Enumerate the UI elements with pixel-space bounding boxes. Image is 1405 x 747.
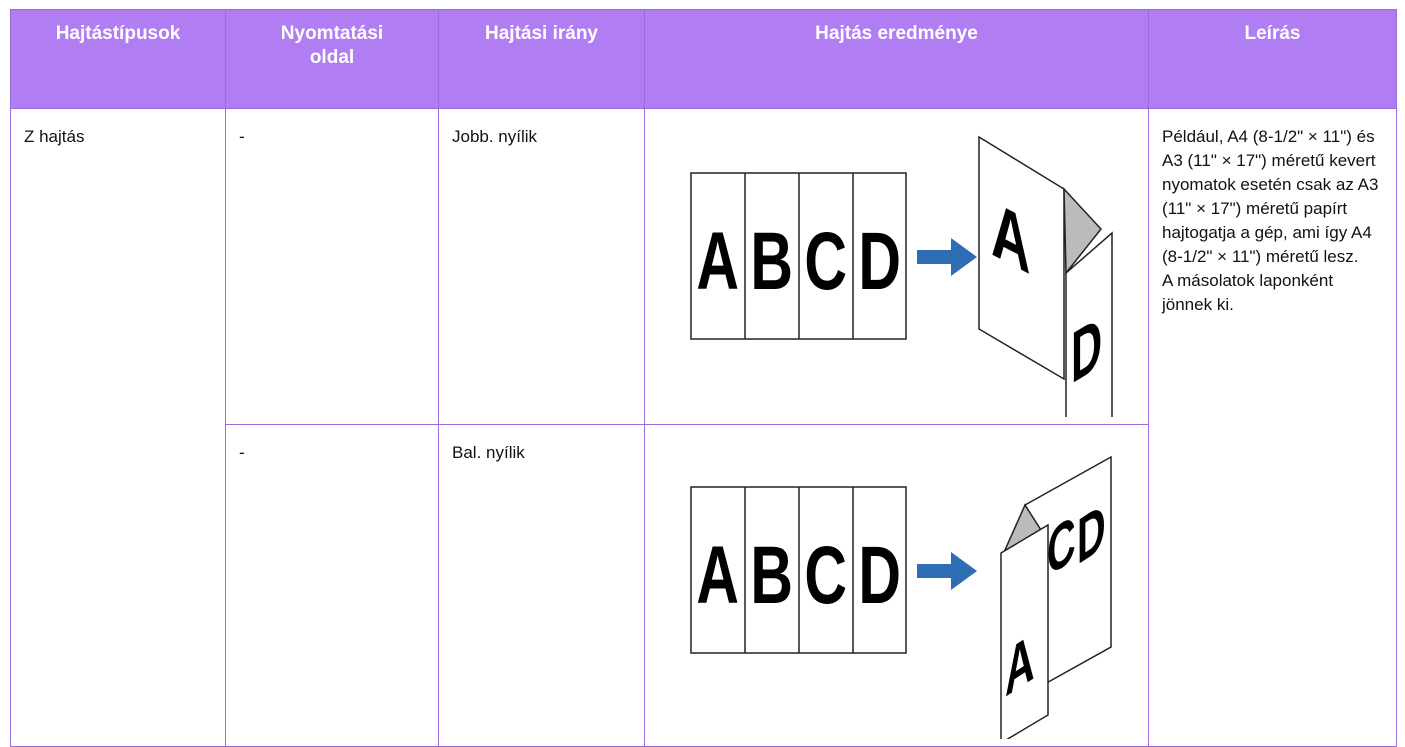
- row: Z hajtás - Jobb. nyílik A B C D A: [10, 108, 1397, 747]
- header-cell: Nyomtatási oldal: [225, 9, 439, 109]
- letter: A: [696, 530, 739, 622]
- fold: [1063, 187, 1102, 276]
- fold-table: Hajtástípusok Nyomtatási oldal Hajtási i…: [10, 9, 1397, 747]
- fold-illustration: A B C D C D A: [690, 455, 1112, 745]
- result-cell: A B C D C D A: [644, 424, 1149, 747]
- header-cell: Leírás: [1148, 9, 1397, 109]
- letter: D: [858, 530, 901, 622]
- header-text: Nyomtatási oldal: [280, 23, 384, 68]
- print-side: -: [225, 108, 439, 425]
- panel: [978, 135, 1065, 381]
- fold-illustration: A B C D A D: [690, 135, 1113, 471]
- header-cell: Hajtás eredménye: [644, 9, 1149, 109]
- print-side: -: [225, 424, 439, 747]
- arrow: [917, 238, 977, 276]
- letter: B: [750, 216, 793, 308]
- header-row: Hajtástípusok Nyomtatási oldal Hajtási i…: [10, 9, 1397, 109]
- header-cell: Hajtási irány: [438, 9, 645, 109]
- arrow: [917, 552, 977, 590]
- fold-type: Z hajtás: [10, 108, 226, 747]
- row: - Bal. nyílik A B C D C D: [11, 424, 1397, 747]
- flat-sheet: [690, 172, 907, 340]
- letter: C: [804, 530, 847, 622]
- direction: Bal. nyílik: [438, 424, 645, 747]
- letter: C: [804, 216, 847, 308]
- letter: A: [696, 216, 739, 308]
- flat-sheet: [690, 486, 907, 654]
- page: {"table": { "header": ["Hajtástípusok", …: [10, 9, 1397, 747]
- letter: B: [750, 530, 793, 622]
- description-text: Például, A4 (8-1/2" × 11") és A3 (11" × …: [1162, 127, 1379, 266]
- panel: [1000, 523, 1049, 745]
- letter: D: [1071, 301, 1102, 400]
- letter: A: [991, 183, 1030, 291]
- header-cell: Hajtástípusok: [10, 9, 226, 109]
- description-text: A másolatok laponként jönnek ki.: [1162, 271, 1334, 314]
- result-cell: A B C D A D: [644, 108, 1149, 471]
- direction: Jobb. nyílik: [438, 108, 645, 425]
- letter: D: [858, 216, 901, 308]
- description: Például, A4 (8-1/2" × 11") és A3 (11" × …: [1148, 108, 1397, 747]
